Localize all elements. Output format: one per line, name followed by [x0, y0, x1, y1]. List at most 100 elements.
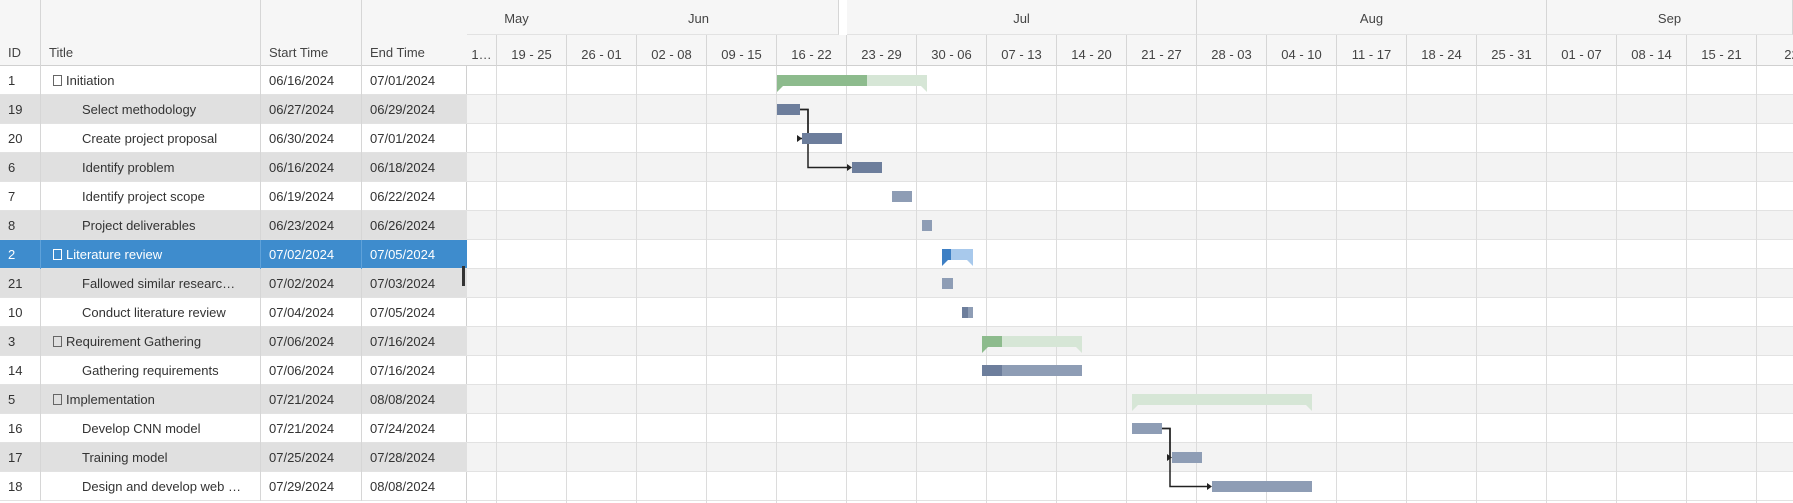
table-row[interactable]: 21 Fallowed similar researc… 07/02/2024 07/… — [0, 269, 467, 298]
summary-bar[interactable] — [1132, 394, 1312, 411]
week-gridline — [706, 66, 707, 503]
week-gridline — [1056, 66, 1057, 503]
timeline-row — [467, 66, 1793, 95]
column-header-title[interactable]: Title — [41, 0, 261, 66]
collapse-toggle-icon[interactable] — [53, 336, 62, 347]
timeline-row — [467, 269, 1793, 298]
week-header: 15 - 21 — [1687, 35, 1757, 66]
table-row[interactable]: 7 Identify project scope 06/19/2024 06/22/2… — [0, 182, 467, 211]
week-gridline — [776, 66, 777, 503]
week-gridline — [496, 66, 497, 503]
month-header: Sep — [1547, 0, 1793, 35]
table-row[interactable]: 2 Literature review 07/02/2024 07/05/2024 — [0, 240, 467, 269]
week-gridline — [1336, 66, 1337, 503]
grid-header: ID Title Start Time End Time — [0, 0, 467, 66]
progress-fill — [982, 336, 1002, 347]
column-header-end-time[interactable]: End Time — [370, 45, 425, 60]
cell-id: 2 — [0, 240, 41, 269]
cell-end-time: 07/01/2024 — [370, 73, 436, 88]
table-row[interactable]: 16 Develop CNN model 07/21/2024 07/24/2024 — [0, 414, 467, 443]
timeline-row — [467, 327, 1793, 356]
timeline-row — [467, 240, 1793, 269]
column-header-id[interactable]: ID — [0, 0, 41, 66]
task-bar[interactable] — [1132, 423, 1162, 434]
week-gridline — [916, 66, 917, 503]
progress-fill — [852, 162, 882, 173]
table-row[interactable]: 3 Requirement Gathering 07/06/2024 07/16/20… — [0, 327, 467, 356]
cell-title: Create project proposal — [41, 124, 261, 153]
week-header: 09 - 15 — [707, 35, 777, 66]
cell-id: 10 — [0, 298, 41, 327]
cell-end-time: 07/16/2024 — [370, 363, 436, 378]
task-bar[interactable] — [892, 191, 912, 202]
week-gridline — [1686, 66, 1687, 503]
cell-title: Fallowed similar researc… — [41, 269, 261, 298]
task-bar[interactable] — [852, 162, 882, 173]
week-gridline — [1196, 66, 1197, 503]
summary-bar[interactable] — [777, 75, 927, 92]
table-row[interactable]: 5 Implementation 07/21/2024 08/08/2024 — [0, 385, 467, 414]
cell-title: Training model — [41, 443, 261, 472]
collapse-toggle-icon[interactable] — [53, 75, 62, 86]
cell-id: 16 — [0, 414, 41, 443]
week-gridline — [1266, 66, 1267, 503]
progress-fill — [962, 307, 968, 318]
task-title: Project deliverables — [82, 218, 196, 233]
cell-start-time: 07/25/2024 — [261, 443, 362, 472]
cell-start-time: 07/29/2024 — [261, 472, 362, 501]
task-title: Fallowed similar researc… — [82, 276, 236, 291]
cell-start-time: 07/02/2024 — [261, 269, 362, 298]
table-row[interactable]: 19 Select methodology 06/27/2024 06/29/2024 — [0, 95, 467, 124]
task-bar[interactable] — [1172, 452, 1202, 463]
cell-end-time: 07/05/2024 — [370, 247, 436, 262]
cell-start-time: 06/30/2024 — [261, 124, 362, 153]
cell-id: 1 — [0, 66, 41, 95]
week-header: 01 - 07 — [1547, 35, 1617, 66]
table-row[interactable]: 18 Design and develop web … 07/29/2024 08/0… — [0, 472, 467, 501]
table-row[interactable]: 17 Training model 07/25/2024 07/28/2024 — [0, 443, 467, 472]
timeline-row — [467, 95, 1793, 124]
task-bar[interactable] — [1212, 481, 1312, 492]
cell-start-time: 07/04/2024 — [261, 298, 362, 327]
timeline-row — [467, 182, 1793, 211]
table-row[interactable]: 6 Identify problem 06/16/2024 06/18/2024 — [0, 153, 467, 182]
week-gridline — [636, 66, 637, 503]
week-header: 04 - 10 — [1267, 35, 1337, 66]
cell-start-time: 06/27/2024 — [261, 95, 362, 124]
week-header: 19 - 25 — [497, 35, 567, 66]
collapse-toggle-icon[interactable] — [53, 394, 62, 405]
task-bar[interactable] — [922, 220, 932, 231]
task-bar[interactable] — [802, 133, 842, 144]
cell-title: Identify project scope — [41, 182, 261, 211]
cell-start-time: 07/06/2024 — [261, 356, 362, 385]
column-header-start-time[interactable]: Start Time — [261, 0, 362, 66]
week-gridline — [1616, 66, 1617, 503]
cell-start-time: 06/16/2024 — [261, 66, 362, 95]
cell-start-time: 07/02/2024 — [261, 240, 362, 269]
task-title: Requirement Gathering — [66, 334, 202, 349]
table-row[interactable]: 20 Create project proposal 06/30/2024 07/01… — [0, 124, 467, 153]
cell-id: 21 — [0, 269, 41, 298]
summary-bar[interactable] — [942, 249, 973, 266]
table-row[interactable]: 1 Initiation 06/16/2024 07/01/2024 — [0, 66, 467, 95]
cell-start-time: 06/23/2024 — [261, 211, 362, 240]
task-bar[interactable] — [982, 365, 1082, 376]
table-row[interactable]: 14 Gathering requirements 07/06/2024 07/16/… — [0, 356, 467, 385]
week-gridline — [846, 66, 847, 503]
collapse-toggle-icon[interactable] — [53, 249, 62, 260]
week-gridline — [566, 66, 567, 503]
task-bar[interactable] — [777, 104, 800, 115]
week-gridline — [1476, 66, 1477, 503]
summary-bar[interactable] — [982, 336, 1082, 353]
progress-fill — [802, 133, 842, 144]
week-header: 23 - 29 — [847, 35, 917, 66]
task-bar[interactable] — [942, 278, 953, 289]
month-header: Jul — [847, 0, 1197, 35]
table-row[interactable]: 8 Project deliverables 06/23/2024 06/26/202… — [0, 211, 467, 240]
task-title: Create project proposal — [82, 131, 218, 146]
task-bar[interactable] — [962, 307, 973, 318]
grid-resize-handle[interactable] — [462, 266, 465, 286]
week-header: 14 - 20 — [1057, 35, 1127, 66]
table-row[interactable]: 10 Conduct literature review 07/04/2024 07/… — [0, 298, 467, 327]
timeline-row — [467, 298, 1793, 327]
